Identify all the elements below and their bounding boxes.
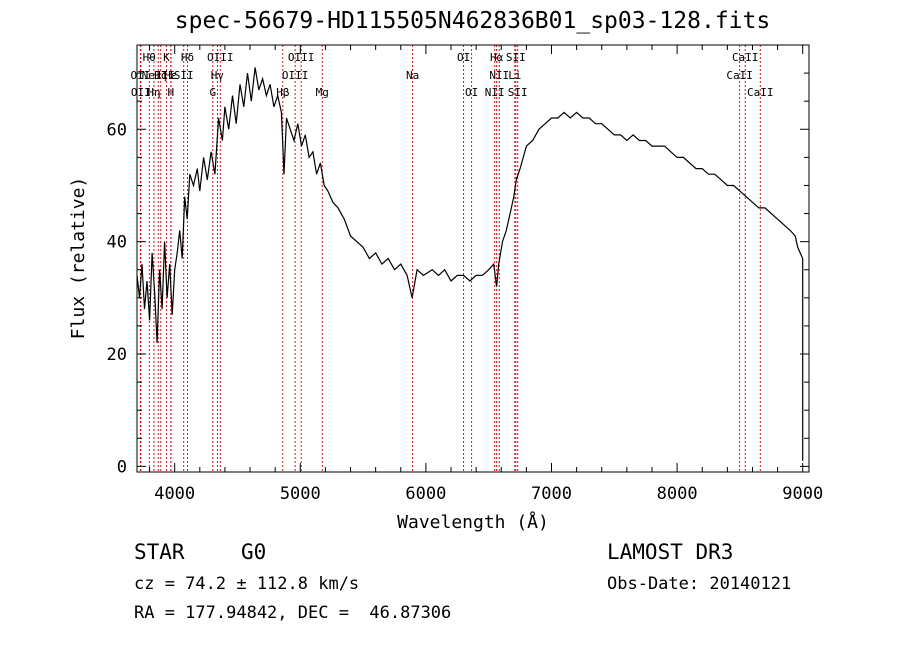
- y-tick-label-3: 60: [107, 120, 127, 140]
- line-label-16: OIII: [288, 51, 315, 64]
- line-label-2: Hθ: [143, 51, 156, 64]
- line-label-10: Hδ: [181, 51, 194, 64]
- line-label-29: CaII: [747, 86, 774, 99]
- line-label-0: OII: [130, 69, 150, 82]
- line-label-20: OI: [465, 86, 478, 99]
- line-label-8: Hε: [164, 69, 177, 82]
- line-label-15: OIII: [282, 69, 309, 82]
- x-tick-label-2: 6000: [405, 484, 446, 504]
- line-label-9: SII: [174, 69, 194, 82]
- line-label-1: OII: [131, 86, 151, 99]
- x-tick-label-0: 4000: [154, 484, 195, 504]
- x-axis-ticks: 4000 5000 6000 7000 8000 9000: [149, 45, 823, 504]
- line-markers: [139, 45, 761, 472]
- line-label-24: Li: [508, 69, 521, 82]
- line-label-5: Hζ: [154, 69, 167, 82]
- chart-title: spec-56679-HD115505N462836B01_sp03-128.f…: [174, 8, 771, 34]
- spectral-subclass: G0: [241, 540, 267, 564]
- line-label-27: CaII: [726, 69, 753, 82]
- line-label-6: K: [163, 51, 170, 64]
- x-tick-label-3: 7000: [531, 484, 572, 504]
- line-label-22: Hα: [490, 51, 504, 64]
- observation-date: Obs-Date: 20140121: [607, 574, 792, 594]
- line-label-25: SII: [506, 51, 526, 64]
- line-label-4: NeIII: [142, 69, 175, 82]
- line-label-7: H: [167, 86, 174, 99]
- x-tick-label-1: 5000: [280, 484, 321, 504]
- sky-coordinates: RA = 177.94842, DEC = 46.87306: [134, 603, 452, 623]
- survey-name: LAMOST DR3: [607, 540, 734, 564]
- line-label-18: Na: [406, 69, 419, 82]
- line-label-13: OIII: [207, 51, 234, 64]
- line-label-26: SII: [508, 86, 528, 99]
- line-label-19: OI: [457, 51, 470, 64]
- x-axis-label: Wavelength (Å): [397, 511, 549, 533]
- x-tick-label-5: 9000: [782, 484, 823, 504]
- line-label-17: Mg: [316, 86, 329, 99]
- y-tick-label-1: 20: [107, 345, 127, 365]
- line-label-14: Hβ: [276, 86, 290, 99]
- plot-frame: [136, 44, 810, 473]
- line-labels: OIIOIIHθHηNeIIIHζKHHεSIIHδGHγOIIIHβOIIIO…: [130, 51, 773, 99]
- redshift-value: cz = 74.2 ± 112.8 km/s: [134, 574, 360, 594]
- object-class: STAR: [134, 540, 185, 564]
- line-label-3: Hη: [147, 86, 160, 99]
- line-label-12: Hγ: [211, 69, 225, 82]
- y-axis-label: Flux (relative): [68, 177, 89, 340]
- spectrum-series-line: [136, 67, 804, 461]
- y-axis-ticks: 0 20 40 60: [107, 72, 809, 477]
- y-tick-label-0: 0: [117, 457, 127, 477]
- y-tick-label-2: 40: [107, 233, 127, 253]
- line-label-23: NII: [489, 69, 509, 82]
- line-label-21: NII: [485, 86, 505, 99]
- line-label-28: CaII: [732, 51, 759, 64]
- x-tick-label-4: 8000: [657, 484, 698, 504]
- line-label-11: G: [210, 86, 217, 99]
